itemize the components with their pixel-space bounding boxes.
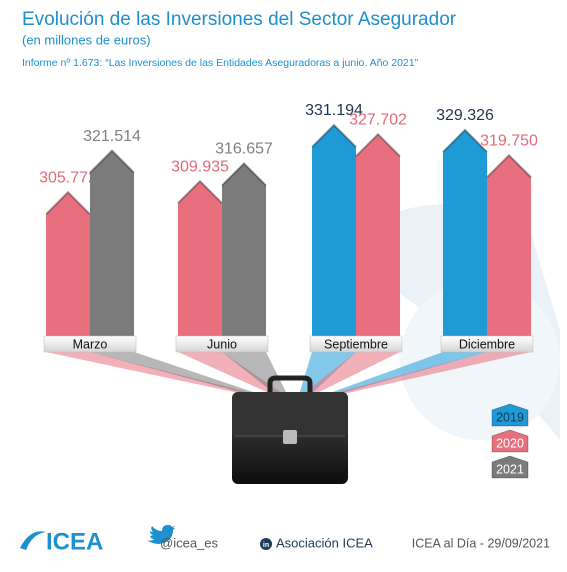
legend-swatch: [491, 429, 529, 453]
svg-text:in: in: [263, 542, 269, 549]
twitter: @icea_es: [160, 535, 219, 550]
value-label: 327.702: [349, 111, 407, 128]
footer: ICEA @icea_es in Asociación ICEA ICEA al…: [20, 525, 550, 555]
beam: [90, 352, 271, 398]
bar: [46, 192, 90, 340]
x-tick-label: Diciembre: [459, 337, 515, 351]
date: ICEA al Día - 29/09/2021: [412, 536, 550, 550]
beams: [46, 352, 531, 398]
value-label: 319.750: [480, 132, 538, 149]
bar: [312, 125, 356, 340]
bar: [178, 181, 222, 340]
beam: [46, 352, 271, 398]
bar: [222, 163, 266, 340]
x-tick-label: Marzo: [73, 337, 108, 351]
briefcase: [232, 375, 348, 484]
value-label: 309.935: [171, 158, 229, 175]
value-label: 331.194: [305, 102, 363, 119]
legend-label: 2020: [496, 436, 524, 450]
linkedin: Asociación ICEA: [276, 535, 373, 550]
bar-edge: [221, 162, 267, 187]
bar-edge: [45, 190, 91, 215]
beam: [178, 352, 289, 398]
chart-title: Evolución de las Inversiones del Sector …: [22, 9, 457, 30]
note: Informe nº 1.673: “Las Inversiones de la…: [22, 57, 419, 69]
bar: [443, 129, 487, 340]
bar-edge: [486, 153, 532, 178]
legend-swatch: [491, 455, 529, 479]
value-label: 316.657: [215, 141, 273, 158]
category-strip: [175, 335, 269, 353]
x-tick-label: Junio: [207, 337, 237, 351]
category-strip: [43, 335, 137, 353]
bar: [487, 155, 531, 340]
legend-label: 2021: [496, 462, 524, 476]
legend: 2019 2020 2021: [491, 403, 529, 479]
bar: [90, 150, 134, 340]
legend-label: 2019: [496, 410, 524, 424]
bar-edge: [311, 123, 357, 148]
legend-swatch: [491, 403, 529, 427]
bar-edge: [355, 132, 401, 157]
beam: [316, 352, 531, 398]
x-tick-label: Septiembre: [324, 337, 388, 351]
subtitle: (en millones de euros): [22, 32, 151, 47]
bar: [356, 134, 400, 340]
category-strip: [440, 335, 534, 353]
value-label: 321.514: [83, 128, 141, 145]
bar-edge: [442, 128, 488, 153]
beam: [298, 352, 400, 398]
category-strip: [309, 335, 403, 353]
logo: ICEA: [46, 528, 103, 555]
bar-edge: [177, 179, 223, 204]
bar-edge: [89, 149, 135, 174]
value-label: 329.326: [436, 107, 494, 124]
value-label: 305.772: [39, 169, 97, 186]
